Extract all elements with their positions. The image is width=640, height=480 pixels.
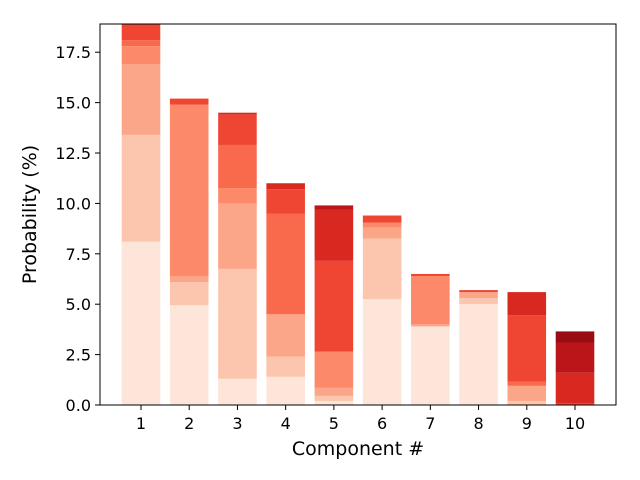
bar-segment-3-7 bbox=[218, 112, 257, 115]
bar-segment-9-4 bbox=[507, 315, 547, 382]
y-axis: 0.0 2.5 5.0 7.5 10.0 12.5 15.0 17.5 bbox=[55, 43, 100, 415]
bar-segment-10-3 bbox=[555, 342, 595, 373]
bar-segment-6-3 bbox=[362, 227, 402, 239]
x-tick-label: 8 bbox=[473, 414, 483, 433]
bar-segment-3-5 bbox=[218, 144, 257, 189]
bar-segment-3-3 bbox=[218, 203, 257, 269]
bar-segment-2-3 bbox=[169, 275, 209, 283]
bar-segment-9-2 bbox=[507, 385, 547, 401]
bar-segment-3-1 bbox=[218, 378, 257, 405]
x-tick-label: 3 bbox=[232, 414, 242, 433]
bar-segment-4-5 bbox=[266, 189, 305, 214]
y-tick-label: 15.0 bbox=[55, 94, 91, 113]
bar-segment-10-4 bbox=[555, 331, 595, 343]
x-tick-label: 9 bbox=[522, 414, 532, 433]
bar-segment-1-5 bbox=[121, 40, 161, 47]
bar-segment-1-1 bbox=[121, 241, 161, 405]
bar-segment-8-4 bbox=[459, 290, 498, 293]
bar-segment-1-6 bbox=[121, 24, 161, 41]
bar-segment-6-5 bbox=[362, 215, 402, 223]
bar-segment-7-3 bbox=[411, 275, 450, 325]
y-tick-label: 2.5 bbox=[66, 346, 91, 365]
bar-segment-7-2 bbox=[411, 324, 450, 327]
y-tick-label: 17.5 bbox=[55, 43, 91, 62]
bar-segment-6-2 bbox=[362, 238, 402, 300]
x-tick-label: 5 bbox=[329, 414, 339, 433]
bar-segment-8-3 bbox=[459, 292, 498, 299]
bars-group bbox=[121, 24, 595, 405]
bar-segment-2-5 bbox=[169, 98, 209, 105]
x-tick-label: 2 bbox=[184, 414, 194, 433]
bar-segment-7-4 bbox=[411, 273, 450, 276]
bar-segment-10-1 bbox=[555, 402, 595, 405]
bar-segment-3-2 bbox=[218, 268, 257, 379]
x-axis-label: Component # bbox=[292, 438, 424, 460]
x-tick-label: 10 bbox=[565, 414, 585, 433]
x-tick-label: 7 bbox=[425, 414, 435, 433]
x-tick-label: 6 bbox=[377, 414, 387, 433]
x-axis: 1 2 3 4 5 6 7 8 9 10 bbox=[136, 405, 585, 433]
bar-segment-1-2 bbox=[121, 134, 161, 242]
y-tick-label: 7.5 bbox=[66, 245, 91, 264]
bar-segment-5-6 bbox=[314, 209, 354, 261]
bar-segment-5-1 bbox=[314, 400, 354, 405]
bar-segment-2-1 bbox=[169, 305, 209, 405]
y-axis-label: Probability (%) bbox=[19, 145, 41, 284]
x-tick-label: 4 bbox=[281, 414, 291, 433]
bar-segment-5-7 bbox=[314, 205, 354, 210]
bar-segment-9-5 bbox=[507, 292, 547, 316]
y-tick-label: 0.0 bbox=[66, 396, 91, 415]
bar-segment-9-1 bbox=[507, 400, 547, 405]
bar-segment-2-2 bbox=[169, 282, 209, 306]
bar-segment-5-4 bbox=[314, 351, 354, 388]
bar-segment-8-2 bbox=[459, 298, 498, 305]
bar-segment-6-4 bbox=[362, 222, 402, 228]
bar-segment-4-4 bbox=[266, 213, 305, 315]
bar-segment-9-3 bbox=[507, 381, 547, 386]
x-tick-label: 1 bbox=[136, 414, 146, 433]
y-tick-label: 5.0 bbox=[66, 295, 91, 314]
bar-segment-4-1 bbox=[266, 376, 305, 405]
bar-segment-3-6 bbox=[218, 114, 257, 145]
bar-segment-1-3 bbox=[121, 64, 161, 135]
bar-segment-5-2 bbox=[314, 395, 354, 401]
bar-segment-2-4 bbox=[169, 104, 209, 276]
bar-segment-8-1 bbox=[459, 304, 498, 405]
y-tick-label: 10.0 bbox=[55, 194, 91, 213]
bar-segment-1-4 bbox=[121, 46, 161, 65]
bar-segment-4-6 bbox=[266, 183, 305, 190]
y-tick-label: 12.5 bbox=[55, 144, 91, 163]
bar-segment-4-3 bbox=[266, 314, 305, 357]
bar-segment-4-2 bbox=[266, 356, 305, 377]
plot-frame bbox=[99, 23, 617, 406]
bar-segment-6-1 bbox=[362, 299, 402, 405]
bar-segment-5-5 bbox=[314, 260, 354, 352]
bar-segment-10-2 bbox=[555, 372, 595, 403]
bar-segment-5-3 bbox=[314, 387, 354, 396]
bar-segment-3-4 bbox=[218, 188, 257, 204]
bar-segment-7-1 bbox=[411, 326, 450, 405]
